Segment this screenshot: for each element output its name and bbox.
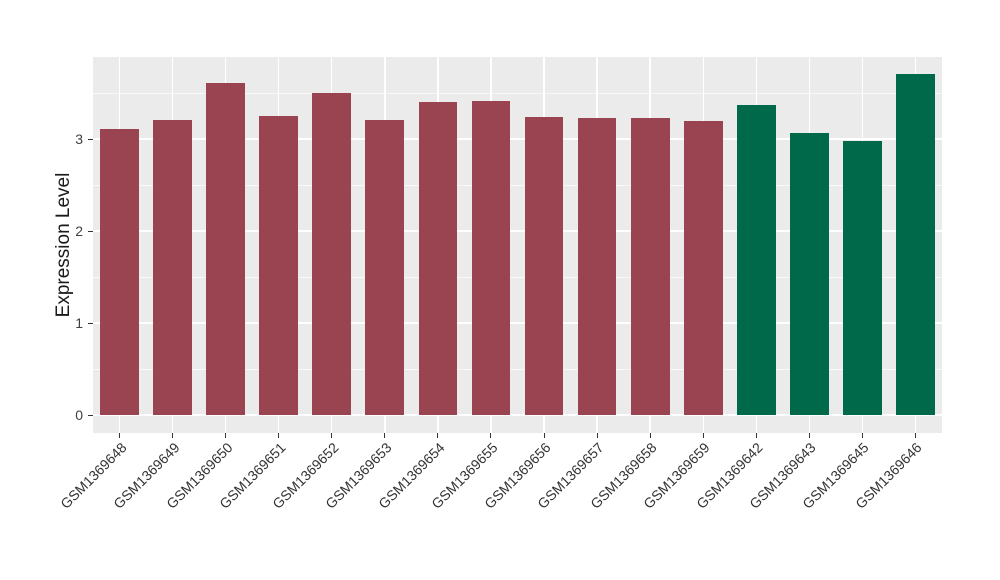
bar-GSM1369651 xyxy=(259,116,299,415)
x-axis-tick-mark xyxy=(649,433,651,438)
x-axis-tick-mark xyxy=(543,433,545,438)
x-axis-tick-mark xyxy=(808,433,810,438)
x-axis-tick-mark xyxy=(172,433,174,438)
bar-GSM1369642 xyxy=(736,104,776,415)
gridline-horizontal-minor xyxy=(93,277,942,278)
x-axis-tick-mark xyxy=(225,433,227,438)
bar-GSM1369648 xyxy=(100,128,139,415)
bar-GSM1369658 xyxy=(630,117,670,415)
bar-GSM1369650 xyxy=(206,82,246,415)
x-axis-tick-mark xyxy=(914,433,916,438)
x-axis-tick-mark xyxy=(755,433,757,438)
gridline-horizontal-minor xyxy=(93,185,942,186)
y-axis-tick-label: 2 xyxy=(75,223,83,239)
bar-GSM1369643 xyxy=(789,132,829,415)
y-axis-tick-mark xyxy=(88,230,93,232)
x-axis-tick-mark xyxy=(861,433,863,438)
gridline-horizontal-major xyxy=(93,138,942,140)
gridline-horizontal-major xyxy=(93,322,942,324)
gridline-horizontal-minor xyxy=(93,369,942,370)
bar-GSM1369645 xyxy=(843,140,882,415)
x-axis-tick-mark xyxy=(596,433,598,438)
gridline-horizontal-minor xyxy=(93,93,942,94)
bar-GSM1369653 xyxy=(365,119,405,415)
y-axis-tick-mark xyxy=(88,322,93,324)
x-axis-tick-mark xyxy=(384,433,386,438)
y-axis-tick-label: 1 xyxy=(75,315,83,331)
y-axis-tick-label: 3 xyxy=(75,131,83,147)
bar-GSM1369654 xyxy=(418,102,458,415)
y-axis-title: Expression Level xyxy=(53,172,74,318)
bar-GSM1369657 xyxy=(577,117,617,415)
gridline-horizontal-major xyxy=(93,414,942,416)
bar-GSM1369652 xyxy=(312,93,352,415)
gridline-horizontal-major xyxy=(93,230,942,232)
bar-GSM1369655 xyxy=(471,101,511,415)
x-axis-tick-mark xyxy=(119,433,121,438)
bar-GSM1369646 xyxy=(896,73,935,415)
x-axis-tick-mark xyxy=(437,433,439,438)
bar-GSM1369649 xyxy=(153,119,192,415)
x-axis-tick-mark xyxy=(278,433,280,438)
bar-GSM1369659 xyxy=(683,120,723,415)
x-axis-tick-mark xyxy=(702,433,704,438)
y-axis-tick-mark xyxy=(88,414,93,416)
bar-GSM1369656 xyxy=(524,116,564,415)
y-axis-tick-mark xyxy=(88,138,93,140)
x-axis-tick-mark xyxy=(490,433,492,438)
x-axis-tick-mark xyxy=(331,433,333,438)
plot-panel xyxy=(93,57,942,433)
y-axis-tick-label: 0 xyxy=(75,407,83,423)
